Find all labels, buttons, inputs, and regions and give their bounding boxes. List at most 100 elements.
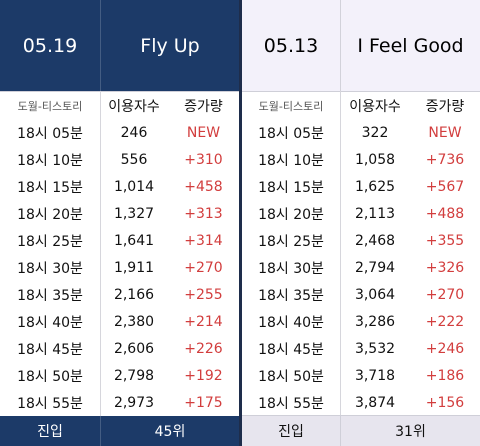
left-footer: 진입 45위 xyxy=(0,416,239,446)
col-time-label: 도월-티스토리 xyxy=(258,99,324,113)
increase-cell: +310 xyxy=(184,151,223,168)
time-cell: 18시 05분 xyxy=(258,125,324,142)
right-rows: 18시 05분 322 NEW 18시 10분 1,058 +736 18시 15분 1,62… xyxy=(242,119,480,417)
users-cell: 1,641 xyxy=(113,232,155,249)
col-users-label: 이용자수 xyxy=(349,98,401,115)
table-row: 18시 55분 2,973 +175 xyxy=(0,390,239,417)
right-panel: 05.13 I Feel Good 도월-티스토리 이용자수 증가량 18시 0… xyxy=(242,0,480,446)
col-users-label: 이용자수 xyxy=(108,98,160,115)
right-footer-rank: 31위 xyxy=(395,424,426,440)
increase-cell: +175 xyxy=(184,395,223,412)
increase-cell: +270 xyxy=(425,287,465,304)
time-cell: 18시 10분 xyxy=(258,152,324,169)
increase-cell: +313 xyxy=(184,205,223,222)
increase-cell: NEW xyxy=(428,124,462,141)
increase-cell: +314 xyxy=(184,232,223,249)
users-cell: 2,166 xyxy=(113,287,155,304)
time-cell: 18시 25분 xyxy=(258,233,324,250)
time-cell: 18시 55분 xyxy=(17,396,83,413)
table-row: 18시 50분 2,798 +192 xyxy=(0,363,239,390)
table-row: 18시 55분 3,874 +156 xyxy=(242,390,480,417)
time-cell: 18시 20분 xyxy=(17,206,83,223)
table-row: 18시 40분 3,286 +222 xyxy=(242,309,480,336)
users-cell: 3,286 xyxy=(354,314,396,331)
increase-cell: +270 xyxy=(184,260,223,277)
right-column-divider xyxy=(340,91,341,416)
panel-divider xyxy=(239,0,242,446)
users-cell: 3,874 xyxy=(354,395,396,412)
increase-cell: NEW xyxy=(186,124,221,141)
increase-cell: +186 xyxy=(425,368,465,385)
time-cell: 18시 40분 xyxy=(17,315,83,332)
users-cell: 3,718 xyxy=(354,368,396,385)
col-increase-label: 증가량 xyxy=(184,98,223,115)
table-row: 18시 05분 246 NEW xyxy=(0,119,239,146)
users-cell: 3,532 xyxy=(354,341,396,358)
table-row: 18시 30분 1,911 +270 xyxy=(0,254,239,281)
table-row: 18시 40분 2,380 +214 xyxy=(0,309,239,336)
increase-cell: +156 xyxy=(425,395,465,412)
users-cell: 322 xyxy=(361,124,389,141)
increase-cell: +192 xyxy=(184,368,223,385)
time-cell: 18시 50분 xyxy=(258,369,324,386)
left-rows: 18시 05분 246 NEW 18시 10분 556 +310 18시 15분 1,014 +… xyxy=(0,119,239,417)
table-row: 18시 10분 556 +310 xyxy=(0,146,239,173)
table-row: 18시 45분 3,532 +246 xyxy=(242,336,480,363)
time-cell: 18시 30분 xyxy=(258,261,324,278)
table-row: 18시 20분 1,327 +313 xyxy=(0,200,239,227)
users-cell: 2,798 xyxy=(113,368,155,385)
right-header: 05.13 I Feel Good xyxy=(242,0,480,92)
table-row: 18시 10분 1,058 +736 xyxy=(242,146,480,173)
col-increase-label: 증가량 xyxy=(425,98,465,115)
time-cell: 18시 35분 xyxy=(17,288,83,305)
left-song-title: Fly Up xyxy=(140,34,200,57)
increase-cell: +736 xyxy=(425,151,465,168)
time-cell: 18시 05분 xyxy=(17,125,83,142)
right-footer: 진입 31위 xyxy=(242,415,480,446)
left-header: 05.19 Fly Up xyxy=(0,0,239,92)
time-cell: 18시 45분 xyxy=(17,342,83,359)
increase-cell: +214 xyxy=(184,314,223,331)
right-column-header: 도월-티스토리 이용자수 증가량 xyxy=(242,92,480,119)
time-cell: 18시 30분 xyxy=(17,261,83,278)
increase-cell: +326 xyxy=(425,260,465,277)
users-cell: 1,058 xyxy=(354,151,396,168)
increase-cell: +222 xyxy=(425,314,465,331)
time-cell: 18시 10분 xyxy=(17,152,83,169)
time-cell: 18시 20분 xyxy=(258,206,324,223)
table-row: 18시 05분 322 NEW xyxy=(242,119,480,146)
increase-cell: +226 xyxy=(184,341,223,358)
users-cell: 2,113 xyxy=(354,205,396,222)
users-cell: 3,064 xyxy=(354,287,396,304)
left-column-header: 도월-티스토리 이용자수 증가량 xyxy=(0,92,239,119)
users-cell: 246 xyxy=(120,124,148,141)
right-footer-label: 진입 xyxy=(242,416,341,446)
users-cell: 1,327 xyxy=(113,205,155,222)
right-date: 05.13 xyxy=(242,0,341,91)
increase-cell: +567 xyxy=(425,178,465,195)
time-cell: 18시 45분 xyxy=(258,342,324,359)
users-cell: 2,468 xyxy=(354,232,396,249)
time-cell: 18시 25분 xyxy=(17,233,83,250)
left-column-divider xyxy=(100,91,101,416)
table-row: 18시 35분 2,166 +255 xyxy=(0,282,239,309)
increase-cell: +246 xyxy=(425,341,465,358)
right-song-title: I Feel Good xyxy=(357,34,464,57)
time-cell: 18시 40분 xyxy=(258,315,324,332)
table-row: 18시 30분 2,794 +326 xyxy=(242,254,480,281)
left-footer-label: 진입 xyxy=(0,416,101,446)
col-time-label: 도월-티스토리 xyxy=(17,99,83,113)
time-cell: 18시 35분 xyxy=(258,288,324,305)
table-row: 18시 50분 3,718 +186 xyxy=(242,363,480,390)
users-cell: 1,911 xyxy=(113,260,155,277)
table-row: 18시 15분 1,014 +458 xyxy=(0,173,239,200)
increase-cell: +488 xyxy=(425,205,465,222)
users-cell: 2,380 xyxy=(113,314,155,331)
users-cell: 1,625 xyxy=(354,178,396,195)
table-row: 18시 45분 2,606 +226 xyxy=(0,336,239,363)
users-cell: 2,606 xyxy=(113,341,155,358)
left-date: 05.19 xyxy=(0,0,101,91)
table-row: 18시 15분 1,625 +567 xyxy=(242,173,480,200)
increase-cell: +458 xyxy=(184,178,223,195)
